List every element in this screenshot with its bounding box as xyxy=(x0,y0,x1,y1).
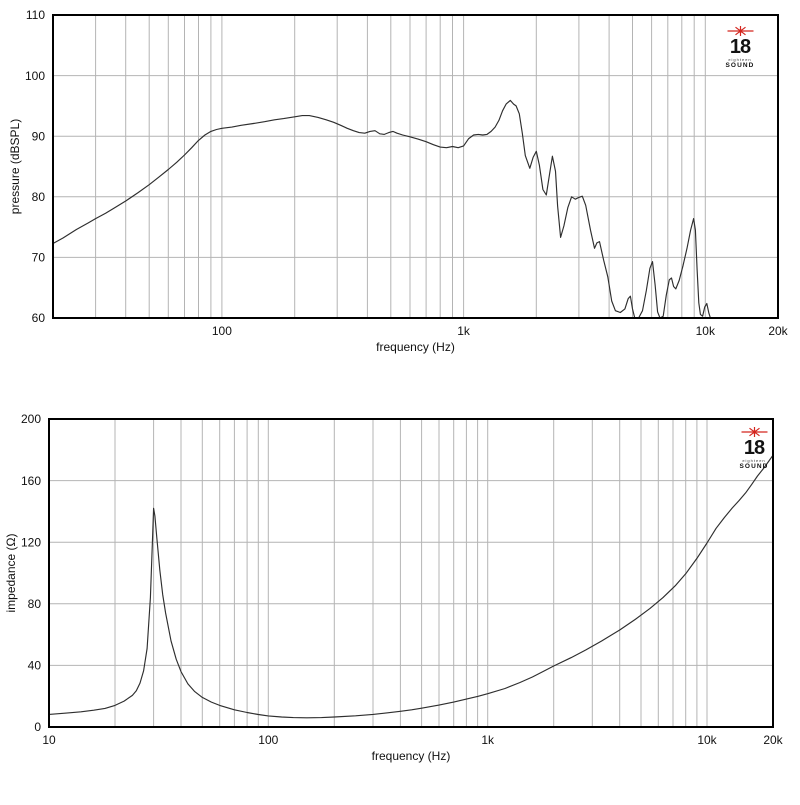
y-tick-label: 110 xyxy=(26,8,45,22)
y-tick-label: 160 xyxy=(21,474,41,488)
impedance-x-axis-title: frequency (Hz) xyxy=(372,749,451,763)
pressure-curve xyxy=(52,99,711,319)
pressure-y-axis-title: pressure (dBSPL) xyxy=(8,119,22,214)
y-tick-label: 60 xyxy=(32,311,46,325)
y-tick-label: 80 xyxy=(32,190,46,204)
y-tick-label: 120 xyxy=(21,535,41,549)
logo-brand: SOUND xyxy=(739,463,769,470)
impedance-curve xyxy=(48,454,774,719)
y-tick-label: 200 xyxy=(21,412,41,426)
logo-brand: SOUND xyxy=(725,62,755,69)
pressure-x-axis-title: frequency (Hz) xyxy=(376,340,455,354)
y-tick-label: 100 xyxy=(25,69,45,83)
brand-logo: 18 eighteen SOUND xyxy=(731,426,777,471)
y-tick-label: 80 xyxy=(28,597,42,611)
impedance-plot-border xyxy=(48,418,774,728)
x-tick-label: 100 xyxy=(258,733,278,747)
x-tick-label: 10 xyxy=(42,733,56,747)
logo-tagline: eighteen xyxy=(728,57,752,62)
pressure-chart: 60 70 80 90 100 110 100 1k 10k 20k frequency (Hz) p… xyxy=(8,8,789,354)
x-tick-label: 1k xyxy=(457,324,471,338)
x-tick-label: 20k xyxy=(763,733,783,747)
y-tick-label: 40 xyxy=(28,659,42,673)
x-tick-label: 10k xyxy=(696,324,716,338)
x-tick-label: 100 xyxy=(212,324,232,338)
impedance-y-axis-title: impedance (Ω) xyxy=(4,533,18,612)
y-tick-label: 0 xyxy=(34,720,41,734)
x-tick-label: 20k xyxy=(768,324,788,338)
x-tick-label: 10k xyxy=(697,733,717,747)
y-tick-label: 70 xyxy=(32,251,46,265)
logo-number: 18 xyxy=(743,437,765,459)
brand-logo: 18 eighteen SOUND xyxy=(717,25,763,70)
x-tick-label: 1k xyxy=(481,733,495,747)
impedance-chart: 0 40 80 120 160 200 10 100 1k 10k 20k frequency (Hz… xyxy=(4,412,784,763)
y-tick-label: 90 xyxy=(32,129,46,143)
pressure-plot-border xyxy=(52,14,779,319)
logo-tagline: eighteen xyxy=(742,458,766,463)
logo-star-icon xyxy=(727,26,753,36)
logo-number: 18 xyxy=(729,36,751,58)
logo-star-icon xyxy=(741,427,767,437)
